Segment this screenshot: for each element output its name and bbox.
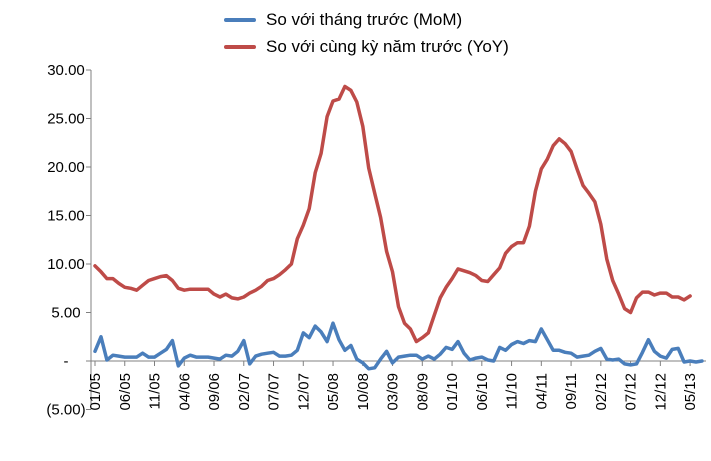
y-tick-label: 5.00 xyxy=(51,305,80,322)
x-tick-label: 04/06 xyxy=(176,373,193,411)
y-tick-label: 25.00 xyxy=(47,111,85,128)
x-tick-label: 12/07 xyxy=(295,373,312,411)
legend-label-yoy: So với cùng kỳ năm trước (YoY) xyxy=(266,37,509,56)
x-tick-label: 05/08 xyxy=(325,373,342,411)
x-axis: 01/05 06/05 11/05 04/06 09/06 02/07 07/07 12/07… xyxy=(87,360,706,411)
x-tick-label: 01/05 xyxy=(87,373,104,411)
y-tick-label: - xyxy=(64,353,69,370)
x-tick-label: 09/11 xyxy=(563,373,580,409)
y-axis: 30.00 25.00 20.00 15.00 10.00 5.00 - (5.00) xyxy=(46,62,92,419)
x-tick-label: 07/07 xyxy=(266,373,283,411)
x-tick-label: 12/12 xyxy=(652,373,669,411)
x-tick-label: 06/10 xyxy=(474,373,491,411)
x-tick-label: 06/05 xyxy=(117,373,134,411)
y-tick-label: (5.00) xyxy=(46,402,85,419)
legend-label-mom: So với tháng trước (MoM) xyxy=(266,10,463,29)
legend-swatch-yoy xyxy=(224,44,256,49)
x-tick-label: 11/10 xyxy=(504,373,521,409)
x-tick-label: 07/12 xyxy=(623,373,640,411)
series-line-mom xyxy=(93,321,704,371)
x-tick-label: 10/08 xyxy=(355,373,372,411)
series-lines xyxy=(93,84,704,371)
x-tick-label: 04/11 xyxy=(533,373,550,409)
x-tick-label: 01/10 xyxy=(444,373,461,411)
legend-swatch-mom xyxy=(224,17,256,22)
x-tick-label: 02/07 xyxy=(236,373,253,411)
series-line-yoy xyxy=(93,84,692,344)
y-tick-label: 10.00 xyxy=(47,256,85,273)
y-tick-label: 30.00 xyxy=(47,62,85,79)
x-tick-label: 05/13 xyxy=(682,373,699,411)
x-tick-label: 02/12 xyxy=(593,373,610,411)
legend-item-yoy: So với cùng kỳ năm trước (YoY) xyxy=(224,33,509,60)
x-tick-label: 11/05 xyxy=(147,373,164,409)
legend: So với tháng trước (MoM) So với cùng kỳ … xyxy=(224,6,509,60)
y-tick-label: 15.00 xyxy=(47,208,85,225)
x-tick-label: 03/09 xyxy=(385,373,402,411)
x-tick-label: 09/06 xyxy=(206,373,223,411)
y-tick-label: 20.00 xyxy=(47,159,85,176)
legend-item-mom: So với tháng trước (MoM) xyxy=(224,6,509,33)
x-tick-label: 08/09 xyxy=(414,373,431,411)
